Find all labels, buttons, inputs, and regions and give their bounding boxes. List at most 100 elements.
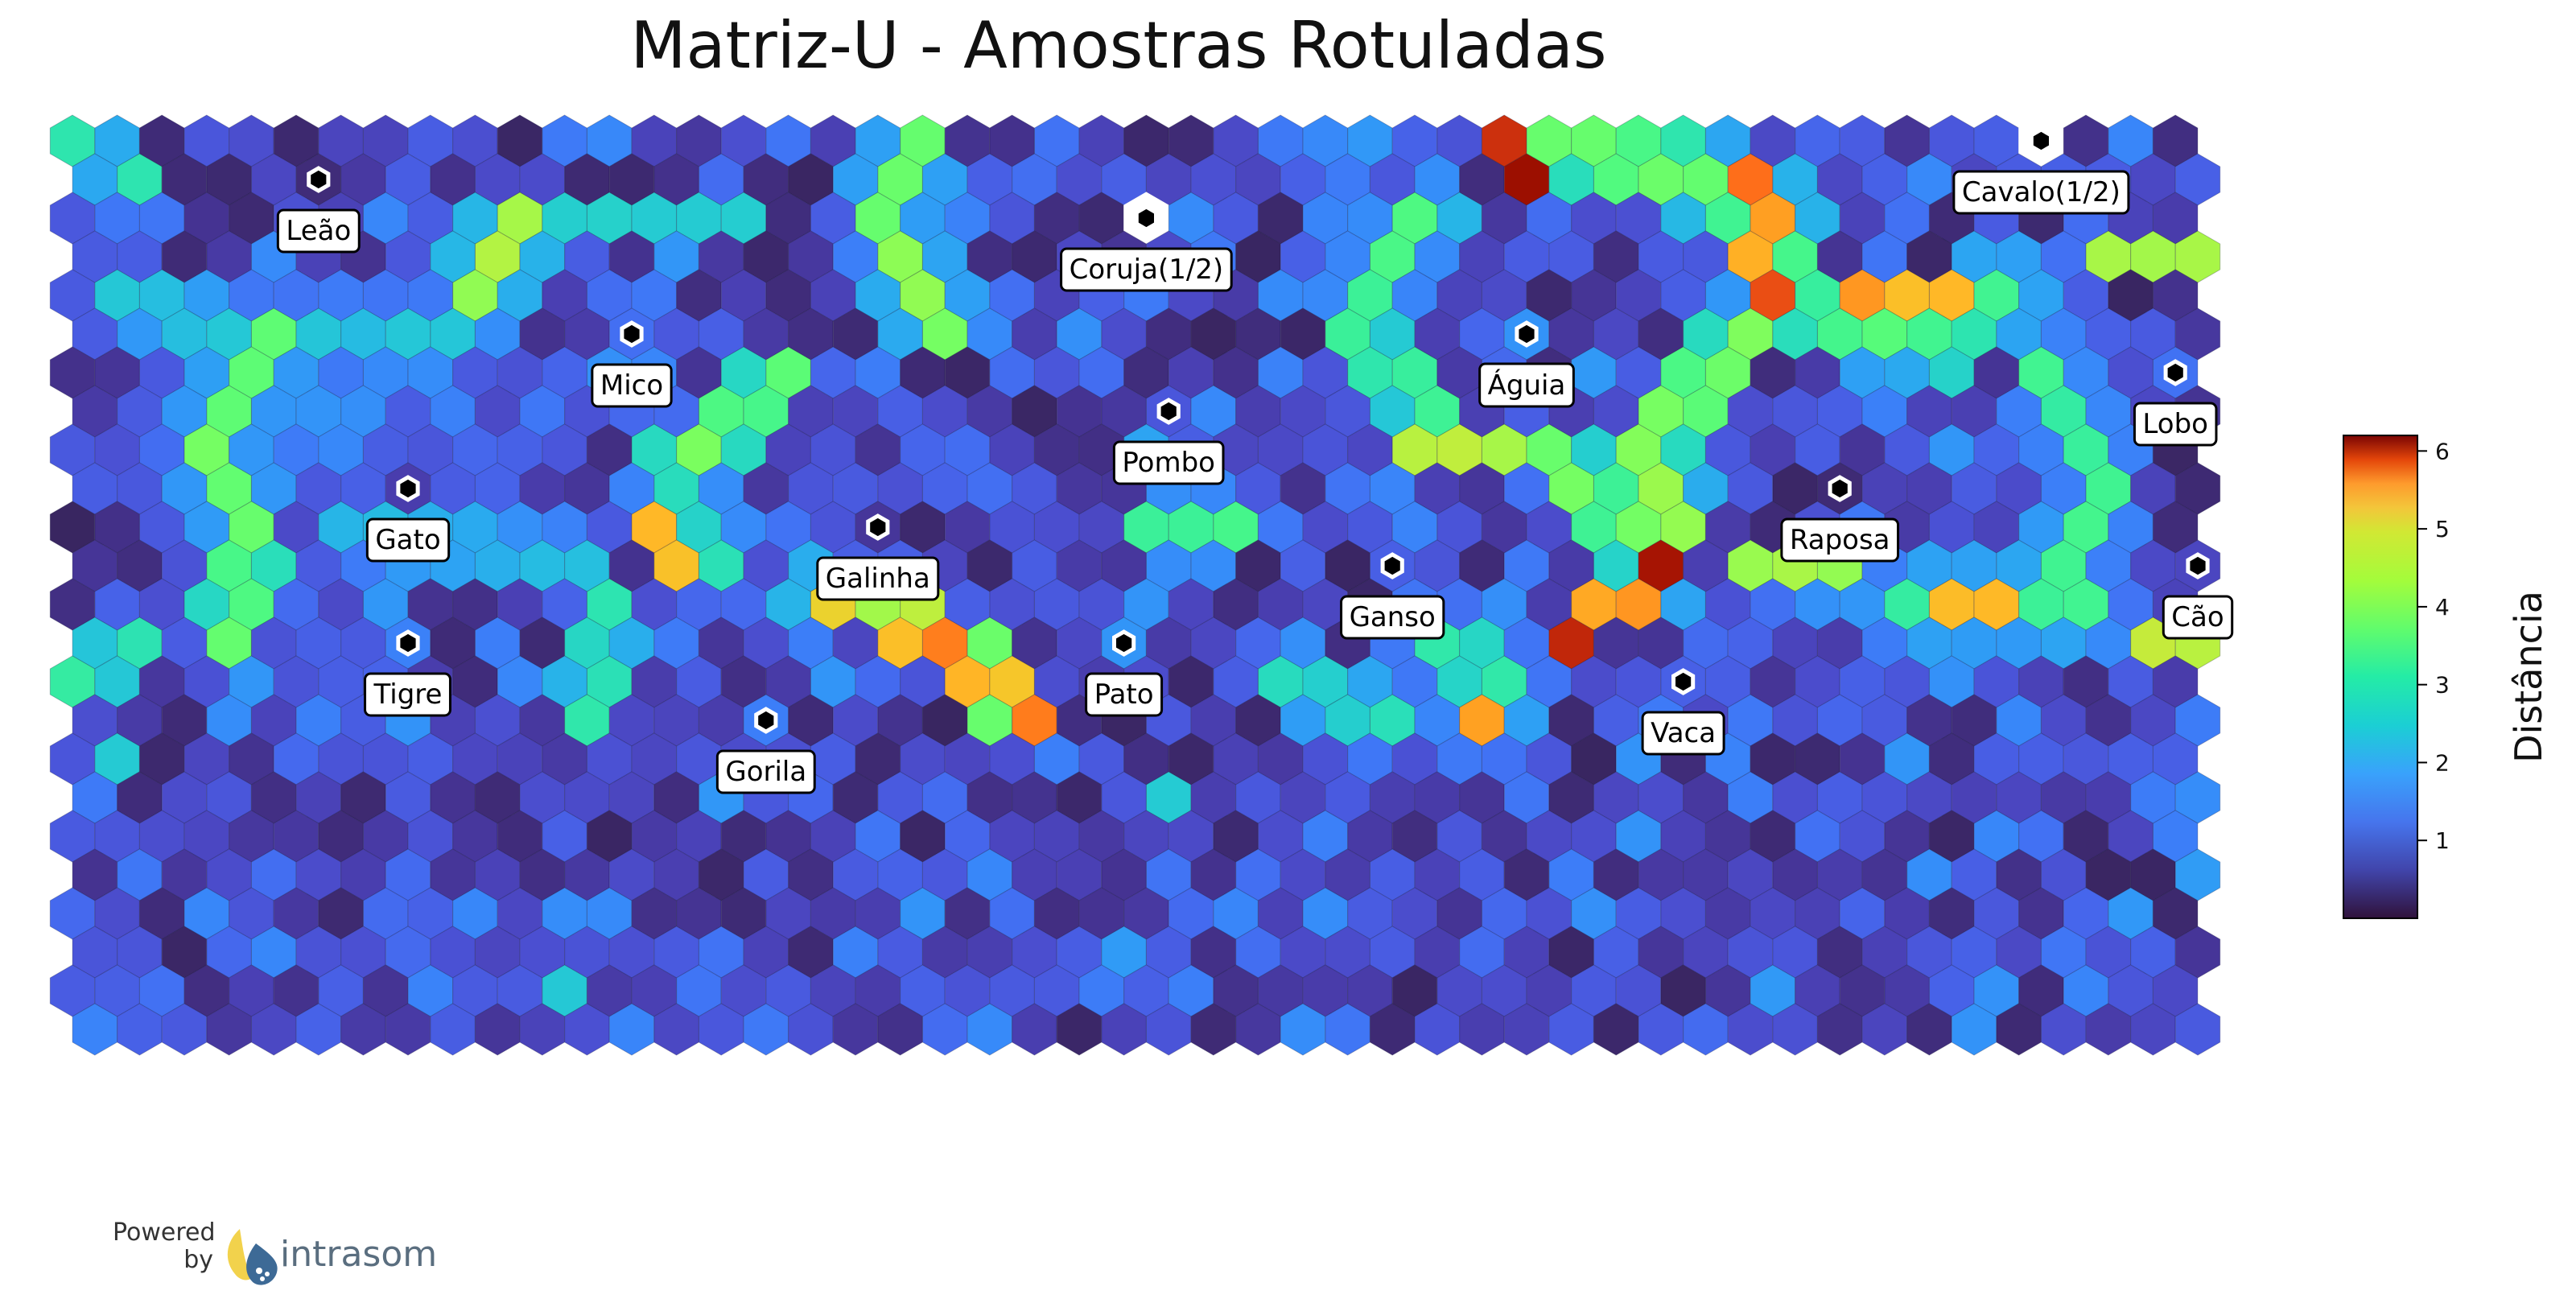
hex-cell — [1660, 810, 1706, 863]
hex-cell — [542, 887, 587, 940]
hex-cell — [720, 192, 767, 245]
hex-cell — [765, 192, 811, 245]
hex-cell — [475, 694, 521, 747]
hex-cell — [676, 423, 722, 476]
hex-cell — [1190, 926, 1236, 979]
hex-cell — [1638, 616, 1684, 670]
hex-cell — [1056, 926, 1103, 979]
hex-cell — [1280, 771, 1326, 824]
hex-cell — [1436, 501, 1482, 554]
hex-cell — [832, 153, 879, 206]
hex-cell — [1615, 269, 1662, 322]
hex-cell — [340, 1003, 386, 1056]
hex-cell — [1884, 810, 1930, 863]
sample-marker — [1112, 629, 1136, 657]
hex-cell — [161, 926, 208, 979]
hex-cell — [1168, 578, 1214, 631]
hex-cell — [855, 192, 901, 245]
hex-cell — [1436, 964, 1482, 1017]
hex-cell — [1503, 771, 1550, 824]
hex-cell — [1391, 192, 1438, 245]
hex-cell — [653, 539, 699, 592]
sample-marker — [1671, 668, 1696, 695]
hex-cell — [1391, 501, 1438, 554]
colorbar-gradient — [2343, 435, 2418, 919]
hex-cell — [475, 539, 521, 592]
sample-label-box — [591, 363, 673, 408]
hex-cell — [1548, 694, 1594, 747]
hex-cell — [318, 346, 364, 399]
hex-cell — [1056, 539, 1103, 592]
hex-cell — [1660, 423, 1706, 476]
hex-cell — [608, 230, 655, 283]
hex-cell — [1973, 423, 2019, 476]
hex-cell — [1168, 346, 1214, 399]
hex-cell — [2063, 732, 2109, 786]
hex-cell — [519, 230, 565, 283]
sample-label-box — [364, 672, 451, 717]
hex-cell — [1571, 269, 1617, 322]
hex-cell — [631, 887, 677, 940]
hex-cell — [1414, 694, 1460, 747]
hex-cell — [788, 385, 834, 438]
hex-cell — [1615, 114, 1662, 167]
hex-cell — [1459, 848, 1505, 901]
sample-label: Leão — [276, 208, 361, 254]
hex-cell — [340, 385, 386, 438]
hex-cell — [944, 346, 991, 399]
hex-cell — [1347, 346, 1393, 399]
hex-cell — [608, 771, 655, 824]
hex-cell — [72, 926, 117, 979]
hex-cell — [1459, 926, 1505, 979]
hex-cell — [2018, 732, 2064, 786]
hex-cell — [1347, 114, 1393, 167]
hex-cell — [117, 307, 163, 361]
hex-cell — [1146, 771, 1192, 824]
hex-cell — [1861, 1003, 1907, 1056]
hex-cell — [765, 578, 811, 631]
hex-cell — [989, 114, 1035, 167]
hex-cell — [877, 848, 923, 901]
hex-cell — [295, 462, 341, 515]
hex-cell — [1548, 771, 1594, 824]
powered-text: Powered — [113, 1218, 216, 1247]
hex-cell — [295, 616, 341, 670]
hex-cell — [2063, 578, 2109, 631]
hex-cell — [452, 501, 498, 554]
hex-cell — [1817, 1003, 1863, 1056]
hex-cell — [497, 887, 543, 940]
hex-cell — [161, 230, 208, 283]
hex-cell — [229, 269, 274, 322]
hex-cell — [1101, 385, 1147, 438]
hex-cell — [72, 1003, 117, 1056]
hex-cell — [117, 462, 163, 515]
hex-cell — [1280, 230, 1326, 283]
hex-cell — [1235, 1003, 1281, 1056]
hex-cell — [273, 578, 319, 631]
hex-cell — [1391, 423, 1438, 476]
hex-cell — [519, 539, 565, 592]
hex-cell — [2041, 926, 2087, 979]
hex-cell — [1593, 1003, 1639, 1056]
hex-cell — [676, 655, 722, 708]
hex-cell — [720, 269, 767, 322]
hex-cell — [49, 810, 96, 863]
hex-cell — [1951, 616, 1997, 670]
hex-cell — [1347, 887, 1393, 940]
hex-cell — [1078, 732, 1124, 786]
hex-cell — [900, 423, 946, 476]
hex-cell — [1951, 1003, 1997, 1056]
hex-cell — [1168, 887, 1214, 940]
hex-cell — [519, 616, 565, 670]
hex-cell — [1325, 694, 1370, 747]
hex-cell — [1906, 616, 1952, 670]
hex-cell — [1370, 385, 1416, 438]
hex-cell — [2130, 771, 2176, 824]
sample-label-text: Leão — [286, 215, 351, 247]
hex-cell — [832, 848, 879, 901]
hex-cell — [1436, 578, 1482, 631]
sample-marker — [2029, 127, 2053, 155]
hex-cell — [1548, 848, 1594, 901]
hex-cell — [967, 926, 1012, 979]
sample-label-box — [1085, 672, 1164, 717]
